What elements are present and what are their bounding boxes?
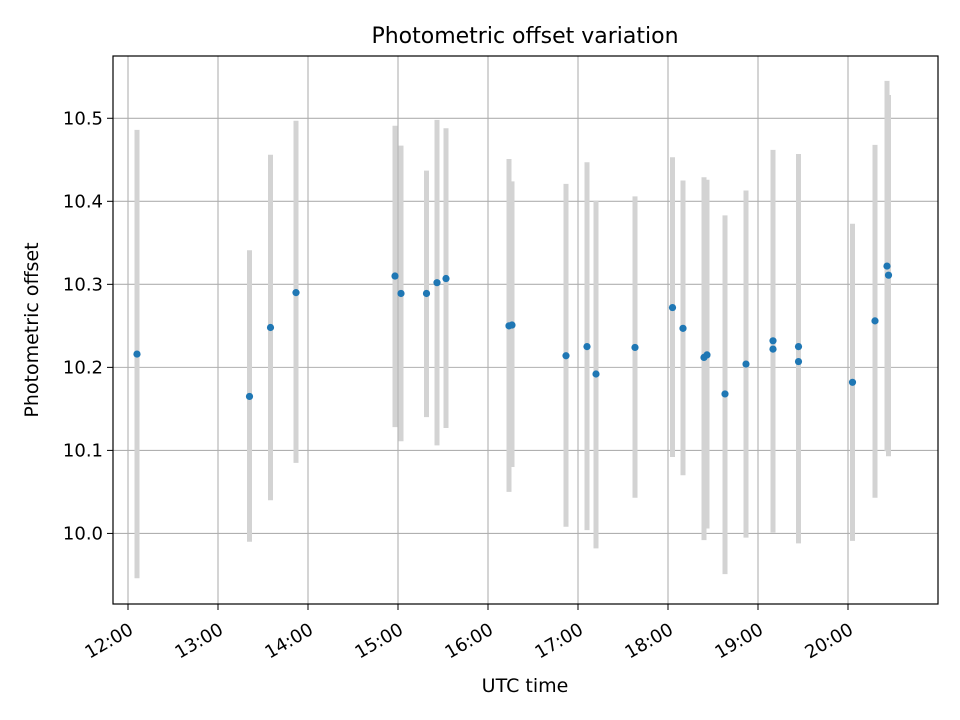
y-tick-label: 10.4 [63, 191, 103, 212]
data-point [508, 321, 516, 329]
data-point [794, 357, 803, 366]
data-point [794, 343, 803, 351]
data-point [245, 392, 254, 401]
data-point [871, 317, 879, 325]
y-tick-label: 10.3 [63, 274, 103, 295]
data-point [562, 352, 570, 360]
data-point [391, 272, 399, 280]
chart-title: Photometric offset variation [371, 24, 678, 49]
data-point [397, 289, 405, 298]
data-point [679, 324, 687, 332]
data-point [422, 289, 431, 298]
y-tick-label: 10.0 [63, 523, 103, 544]
plot-area [113, 56, 938, 604]
data-point [442, 274, 450, 283]
y-tick-label: 10.5 [63, 108, 103, 129]
data-point [769, 345, 777, 353]
y-tick-label: 10.2 [63, 357, 103, 378]
plot-frame [112, 55, 939, 605]
data-point [133, 350, 141, 358]
y-tick-label: 10.1 [63, 440, 103, 461]
data-point [266, 323, 275, 332]
data-point [631, 343, 639, 352]
data-point [668, 303, 677, 312]
y-axis-label: Photometric offset [21, 242, 43, 417]
data-point [883, 262, 891, 270]
data-point [742, 360, 750, 368]
data-point [583, 343, 591, 351]
data-point [769, 337, 777, 345]
data-point [848, 378, 857, 386]
data-point [592, 370, 600, 378]
data-points [133, 262, 893, 401]
data-point [703, 351, 711, 359]
x-axis-label: UTC time [482, 675, 569, 697]
data-point [721, 390, 729, 398]
data-point [292, 289, 300, 297]
y-axis-ticks: 10.0 10.1 10.2 10.3 10.4 10.5 [63, 108, 113, 544]
data-point [433, 279, 441, 287]
data-point [884, 271, 893, 279]
